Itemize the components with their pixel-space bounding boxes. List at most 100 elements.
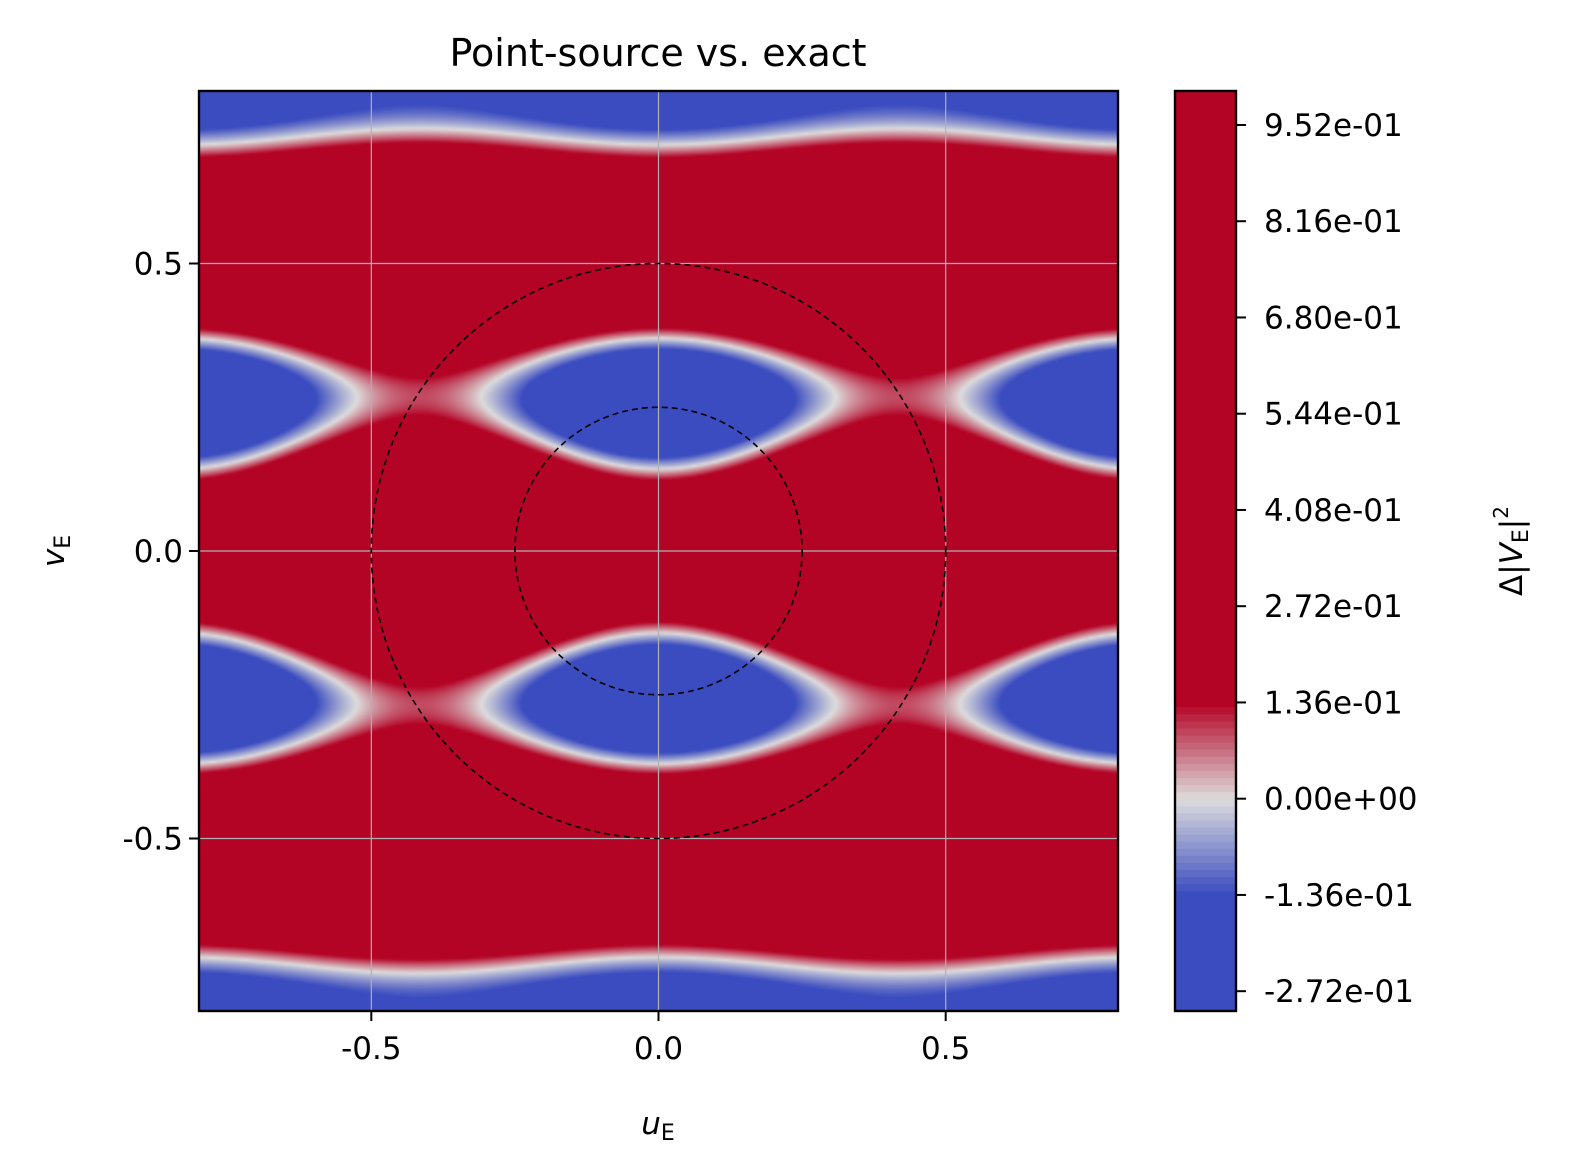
colorbar-segment bbox=[1175, 621, 1236, 630]
colorbar-segment bbox=[1175, 395, 1236, 403]
colorbar-segment bbox=[1175, 359, 1236, 368]
colorbar-segment bbox=[1175, 869, 1236, 878]
y-axis-ticks: -0.5 0.0 0.5 bbox=[123, 247, 199, 858]
colorbar-segment bbox=[1175, 699, 1236, 708]
colorbar-segment bbox=[1175, 218, 1236, 227]
colorbar-segment bbox=[1175, 112, 1236, 120]
y-tick-label: 0.0 bbox=[134, 534, 183, 570]
colorbar-segment bbox=[1175, 225, 1236, 234]
colorbar-segment bbox=[1175, 338, 1236, 347]
colorbar-segment bbox=[1175, 727, 1236, 736]
colorbar-segment bbox=[1175, 713, 1236, 722]
colorbar-segment bbox=[1175, 211, 1236, 219]
colorbar-label: Δ|VE|2 bbox=[1489, 506, 1534, 596]
colorbar-tick-label: 0.00e+00 bbox=[1264, 782, 1418, 818]
colorbar-segment bbox=[1175, 593, 1236, 602]
reference-circle bbox=[514, 406, 803, 696]
colorbar-segment bbox=[1175, 466, 1236, 474]
colorbar-segment bbox=[1175, 614, 1236, 623]
y-tick-label: -0.5 bbox=[123, 822, 184, 858]
colorbar-segment bbox=[1175, 558, 1236, 566]
colorbar-segment bbox=[1175, 501, 1236, 510]
colorbar-segment bbox=[1175, 303, 1236, 311]
colorbar-segment bbox=[1175, 791, 1236, 800]
colorbar-segment bbox=[1175, 197, 1236, 205]
colorbar-tick-label: 8.16e-01 bbox=[1264, 204, 1403, 240]
colorbar-segment bbox=[1175, 91, 1236, 99]
colorbar-segment bbox=[1175, 204, 1236, 212]
colorbar-segment bbox=[1175, 777, 1236, 786]
colorbar-segment bbox=[1175, 876, 1236, 885]
colorbar-segment bbox=[1175, 98, 1236, 106]
colorbar-segment bbox=[1175, 572, 1236, 580]
colorbar-segment bbox=[1175, 643, 1236, 651]
colorbar-segment bbox=[1175, 381, 1236, 389]
colorbar-segment bbox=[1175, 848, 1236, 856]
colorbar-segment bbox=[1175, 904, 1236, 913]
colorbar-segment bbox=[1175, 890, 1236, 899]
colorbar-segment bbox=[1175, 657, 1236, 665]
colorbar-segment bbox=[1175, 126, 1236, 135]
colorbar-segment bbox=[1175, 706, 1236, 715]
colorbar-segment bbox=[1175, 140, 1236, 149]
colorbar-segment bbox=[1175, 989, 1236, 998]
colorbar-segment bbox=[1175, 685, 1236, 694]
colorbar-segment bbox=[1175, 954, 1236, 963]
colorbar-segment bbox=[1175, 331, 1236, 340]
colorbar-segment bbox=[1175, 812, 1236, 821]
colorbar-segment bbox=[1175, 536, 1236, 545]
colorbar-segment bbox=[1175, 480, 1236, 488]
colorbar-segment bbox=[1175, 742, 1236, 750]
colorbar-segment bbox=[1175, 451, 1236, 460]
colorbar-tick-label: 2.72e-01 bbox=[1264, 589, 1403, 625]
colorbar-segment bbox=[1175, 190, 1236, 198]
colorbar-segment bbox=[1175, 543, 1236, 552]
colorbar-segment bbox=[1175, 968, 1236, 977]
colorbar-segment bbox=[1175, 345, 1236, 354]
colorbar-segment bbox=[1175, 883, 1236, 892]
colorbar-segment bbox=[1175, 416, 1236, 425]
colorbar-label-sup: 2 bbox=[1489, 506, 1513, 519]
colorbar-segment bbox=[1175, 975, 1236, 984]
colorbar-segment bbox=[1175, 154, 1236, 163]
colorbar-segment bbox=[1175, 579, 1236, 587]
colorbar-segment bbox=[1175, 289, 1236, 297]
colorbar-label-sub: E bbox=[1509, 529, 1534, 543]
colorbar-segment bbox=[1175, 253, 1236, 262]
colorbar-segment bbox=[1175, 551, 1236, 559]
colorbar-segment bbox=[1175, 607, 1236, 616]
colorbar-segment bbox=[1175, 756, 1236, 764]
reference-circle bbox=[370, 262, 947, 840]
colorbar-segment bbox=[1175, 926, 1236, 934]
colorbar-segment bbox=[1175, 473, 1236, 481]
colorbar-segment bbox=[1175, 175, 1236, 184]
colorbar-segment bbox=[1175, 317, 1236, 326]
colorbar-segment bbox=[1175, 635, 1236, 644]
colorbar-segment bbox=[1175, 260, 1236, 269]
colorbar-segment bbox=[1175, 650, 1236, 658]
colorbar-segment bbox=[1175, 692, 1236, 701]
colorbar-segment bbox=[1175, 827, 1236, 835]
colorbar-segment bbox=[1175, 275, 1236, 283]
y-axis-label-var: v bbox=[36, 548, 72, 567]
colorbar-segment bbox=[1175, 735, 1236, 743]
colorbar-segment bbox=[1175, 897, 1236, 906]
colorbar-segment bbox=[1175, 437, 1236, 446]
colorbar-segment bbox=[1175, 119, 1236, 127]
colorbar-segment bbox=[1175, 282, 1236, 290]
colorbar-segment bbox=[1175, 310, 1236, 319]
colorbar-segment bbox=[1175, 239, 1236, 248]
colorbar-label-suffix: | bbox=[1494, 519, 1530, 529]
colorbar-segment bbox=[1175, 798, 1236, 807]
colorbar-segment bbox=[1175, 423, 1236, 432]
colorbar bbox=[1175, 91, 1236, 1012]
colorbar-segment bbox=[1175, 855, 1236, 863]
colorbar-segment bbox=[1175, 982, 1236, 991]
colorbar-segment bbox=[1175, 487, 1236, 495]
colorbar-segment bbox=[1175, 784, 1236, 793]
colorbar-segment bbox=[1175, 834, 1236, 842]
colorbar-segment bbox=[1175, 232, 1236, 241]
colorbar-segment bbox=[1175, 678, 1236, 687]
colorbar-segment bbox=[1175, 459, 1236, 467]
